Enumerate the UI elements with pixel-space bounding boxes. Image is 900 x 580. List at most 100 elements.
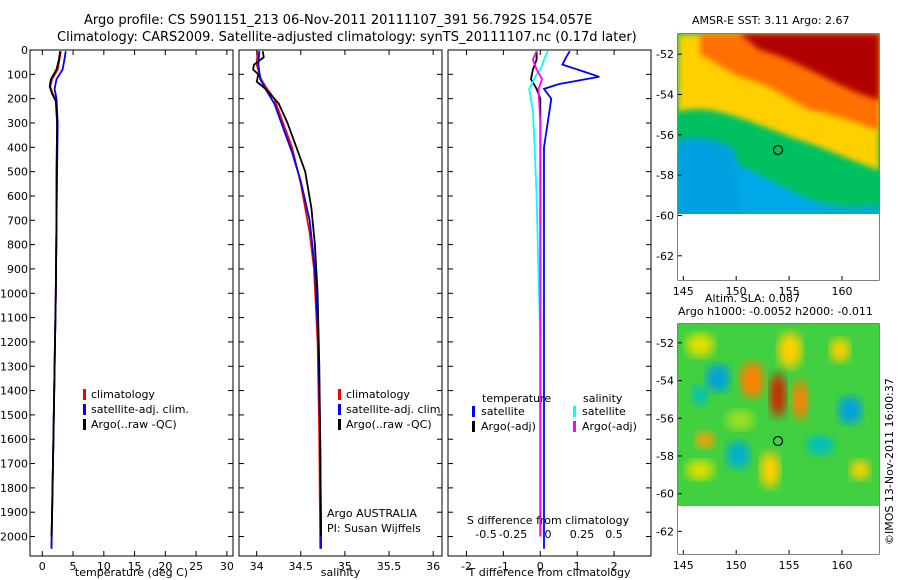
y-tick-label: 1700 xyxy=(0,458,28,471)
pi-annotation: PI: Susan Wijffels xyxy=(327,522,421,535)
y-tick-label: 600 xyxy=(7,190,28,203)
header-line-1: Argo profile: CS 5901151_213 06-Nov-2011… xyxy=(84,13,593,28)
y-tick-label: 700 xyxy=(7,214,28,227)
map-y-tick-label: -52 xyxy=(656,337,674,350)
legend-label: Argo(-adj) xyxy=(481,420,536,433)
x-tick-label: 1 xyxy=(574,560,581,573)
map-y-tick-label: -54 xyxy=(656,375,674,388)
legend-swatch xyxy=(338,389,341,400)
difference-axes xyxy=(447,49,652,557)
map-x-tick-label: 150 xyxy=(726,559,747,572)
map-x-tick-label: 155 xyxy=(779,559,800,572)
y-tick-label: 1000 xyxy=(0,287,28,300)
legend-swatch xyxy=(83,419,86,430)
x-tick-label: 5 xyxy=(70,560,77,573)
secondary-tick-label: 0.25 xyxy=(570,528,595,541)
x-axis-label: T difference from climatology xyxy=(468,566,631,579)
legend-label: climatology xyxy=(346,388,410,401)
x-tick-label: 34.5 xyxy=(289,560,314,573)
salinity-axes xyxy=(238,49,443,557)
legend-swatch xyxy=(338,404,341,415)
y-tick-label: 200 xyxy=(7,93,28,106)
y-tick-label: 1600 xyxy=(0,433,28,446)
x-tick-label: 10 xyxy=(97,560,111,573)
secondary-tick-label: -0.25 xyxy=(499,528,527,541)
y-tick-label: 1200 xyxy=(0,336,28,349)
x-tick-label: 34 xyxy=(250,560,264,573)
x-tick-label: 0 xyxy=(537,560,544,573)
map-y-tick-label: -58 xyxy=(656,450,674,463)
y-tick-label: 2000 xyxy=(0,531,28,544)
map-y-tick-label: -54 xyxy=(656,88,674,101)
legend-head-temperature: temperature xyxy=(482,392,551,405)
map-x-tick-label: 160 xyxy=(831,559,852,572)
x-tick-label: 20 xyxy=(158,560,172,573)
x-tick-label: 35.5 xyxy=(377,560,402,573)
secondary-tick-label: 0 xyxy=(545,528,552,541)
argo-marker-sla xyxy=(772,435,784,447)
map-y-tick-label: -62 xyxy=(656,525,674,538)
x-tick-label: -2 xyxy=(461,560,472,573)
legend-swatch xyxy=(472,406,475,417)
x-tick-label: 36 xyxy=(426,560,440,573)
sst-map xyxy=(677,33,880,281)
legend-swatch xyxy=(83,389,86,400)
credit-label: ©IMOS 13-Nov-2011 16:00:37 xyxy=(883,378,896,545)
legend-swatch xyxy=(573,421,576,432)
legend-label: satellite xyxy=(481,405,525,418)
y-tick-label: 500 xyxy=(7,166,28,179)
x-tick-label: -1 xyxy=(498,560,509,573)
map-y-tick-label: -62 xyxy=(656,250,674,263)
y-tick-label: 0 xyxy=(21,44,28,57)
y-tick-label: 1100 xyxy=(0,312,28,325)
x-axis-label: salinity xyxy=(321,566,361,579)
map-y-tick-label: -58 xyxy=(656,169,674,182)
y-tick-label: 100 xyxy=(7,68,28,81)
temperature-axes xyxy=(29,49,234,557)
float-annotation: Argo AUSTRALIA xyxy=(327,507,417,520)
map-x-tick-label: 155 xyxy=(779,285,800,298)
map-y-tick-label: -60 xyxy=(656,488,674,501)
secondary-axis-label: S difference from climatology xyxy=(467,514,630,527)
y-tick-label: 1500 xyxy=(0,409,28,422)
sla-map xyxy=(677,323,880,555)
header-line-2: Climatology: CARS2009. Satellite-adjuste… xyxy=(57,30,637,45)
sla-map-title-1: Altim. SLA: 0.087 xyxy=(705,292,801,305)
legend-label: climatology xyxy=(91,388,155,401)
y-tick-label: 300 xyxy=(7,117,28,130)
y-tick-label: 1400 xyxy=(0,385,28,398)
legend-label: satellite xyxy=(582,405,626,418)
x-tick-label: 2 xyxy=(611,560,618,573)
map-y-tick-label: -56 xyxy=(656,129,674,142)
x-tick-label: 25 xyxy=(189,560,203,573)
legend-label: Argo(..raw -QC) xyxy=(346,418,432,431)
x-tick-label: 35 xyxy=(338,560,352,573)
map-x-tick-label: 160 xyxy=(831,285,852,298)
map-x-tick-label: 145 xyxy=(673,285,694,298)
map-y-tick-label: -52 xyxy=(656,48,674,61)
argo-marker-sst xyxy=(772,144,784,156)
legend-head-salinity: salinity xyxy=(583,392,623,405)
series-line xyxy=(48,51,61,537)
x-axis-label: temperature (deg C) xyxy=(75,566,188,579)
series-line xyxy=(252,51,322,537)
legend-swatch xyxy=(83,404,86,415)
y-tick-label: 400 xyxy=(7,141,28,154)
map-y-tick-label: -60 xyxy=(656,209,674,222)
legend-swatch xyxy=(338,419,341,430)
x-tick-label: 0 xyxy=(39,560,46,573)
legend-label: Argo(-adj) xyxy=(582,420,637,433)
y-tick-label: 1900 xyxy=(0,506,28,519)
y-tick-label: 800 xyxy=(7,239,28,252)
legend-label: Argo(..raw -QC) xyxy=(91,418,177,431)
map-y-tick-label: -56 xyxy=(656,412,674,425)
secondary-tick-label: -0.5 xyxy=(475,528,496,541)
x-tick-label: 15 xyxy=(128,560,142,573)
y-tick-label: 1800 xyxy=(0,482,28,495)
legend-label: satellite-adj. clim. xyxy=(346,403,444,416)
legend-label: satellite-adj. clim. xyxy=(91,403,189,416)
secondary-tick-label: 0.5 xyxy=(605,528,623,541)
map-x-tick-label: 145 xyxy=(673,559,694,572)
series-line xyxy=(531,50,544,537)
